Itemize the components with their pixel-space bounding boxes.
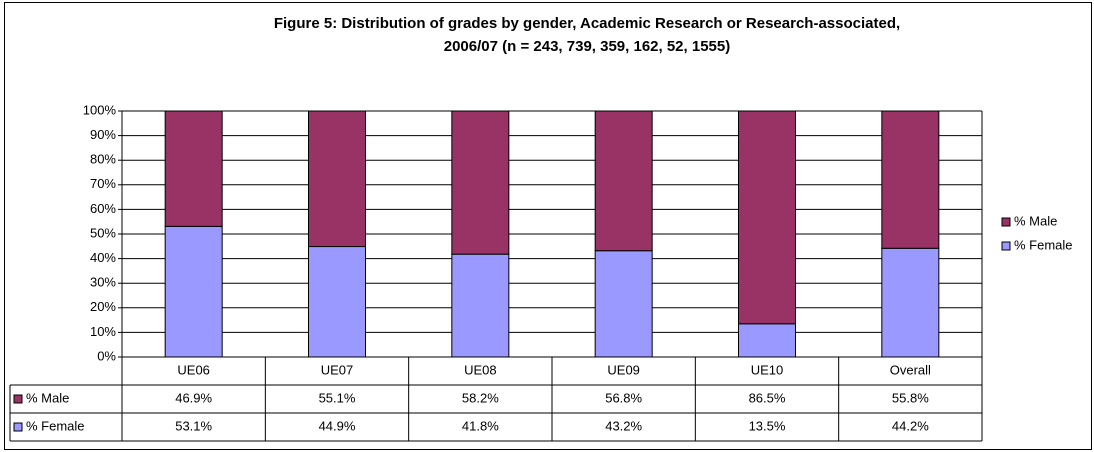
bar-segment <box>164 225 223 358</box>
legend-key <box>1001 217 1011 227</box>
data-label: 43.2% <box>605 418 642 433</box>
table-series-label: % Female <box>26 418 85 433</box>
bar-segment <box>594 110 653 252</box>
y-tick-label: 20% <box>90 299 116 314</box>
data-label: 55.1% <box>319 390 356 405</box>
data-label: 44.2% <box>892 418 929 433</box>
y-tick-label: 80% <box>90 152 116 167</box>
data-label: 13.5% <box>749 418 786 433</box>
chart-title: Figure 5: Distribution of grades by gend… <box>274 15 900 32</box>
data-label: 55.8% <box>892 390 929 405</box>
y-tick-label: 30% <box>90 275 116 290</box>
x-tick-label: Overall <box>890 362 931 377</box>
data-label: 58.2% <box>462 390 499 405</box>
data-label: 41.8% <box>462 418 499 433</box>
bar-segment <box>881 110 940 249</box>
table-key <box>13 422 23 432</box>
bar-segment <box>738 110 796 325</box>
data-label: 56.8% <box>605 390 642 405</box>
y-tick-label: 0% <box>97 348 116 363</box>
data-label: 44.9% <box>319 418 356 433</box>
legend-label: % Female <box>1014 237 1073 252</box>
x-tick-label: UE07 <box>321 362 354 377</box>
x-tick-label: UE10 <box>751 362 784 377</box>
bar-segment <box>164 110 223 227</box>
bar-segment <box>308 246 366 358</box>
legend-key <box>1001 241 1011 251</box>
chart-title: 2006/07 (n = 243, 739, 359, 162, 52, 155… <box>444 38 730 55</box>
y-tick-label: 50% <box>90 225 116 240</box>
y-tick-label: 90% <box>90 127 116 142</box>
bar-segment <box>881 247 940 358</box>
bar-segment <box>451 253 510 358</box>
legend-label: % Male <box>1014 213 1057 228</box>
y-tick-label: 40% <box>90 250 116 265</box>
bar-segment <box>451 110 510 255</box>
y-tick-label: 70% <box>90 176 116 191</box>
y-tick-label: 10% <box>90 324 116 339</box>
table-key <box>13 394 23 404</box>
bar-segment <box>738 323 796 358</box>
data-label: 53.1% <box>175 418 212 433</box>
bar-segment <box>594 250 653 358</box>
table-series-label: % Male <box>26 390 69 405</box>
data-label: 86.5% <box>749 390 786 405</box>
bar-segment <box>308 110 366 248</box>
x-tick-label: UE06 <box>177 362 210 377</box>
x-tick-label: UE09 <box>607 362 640 377</box>
y-tick-label: 100% <box>83 102 117 117</box>
x-tick-label: UE08 <box>464 362 497 377</box>
y-tick-label: 60% <box>90 201 116 216</box>
data-label: 46.9% <box>175 390 212 405</box>
